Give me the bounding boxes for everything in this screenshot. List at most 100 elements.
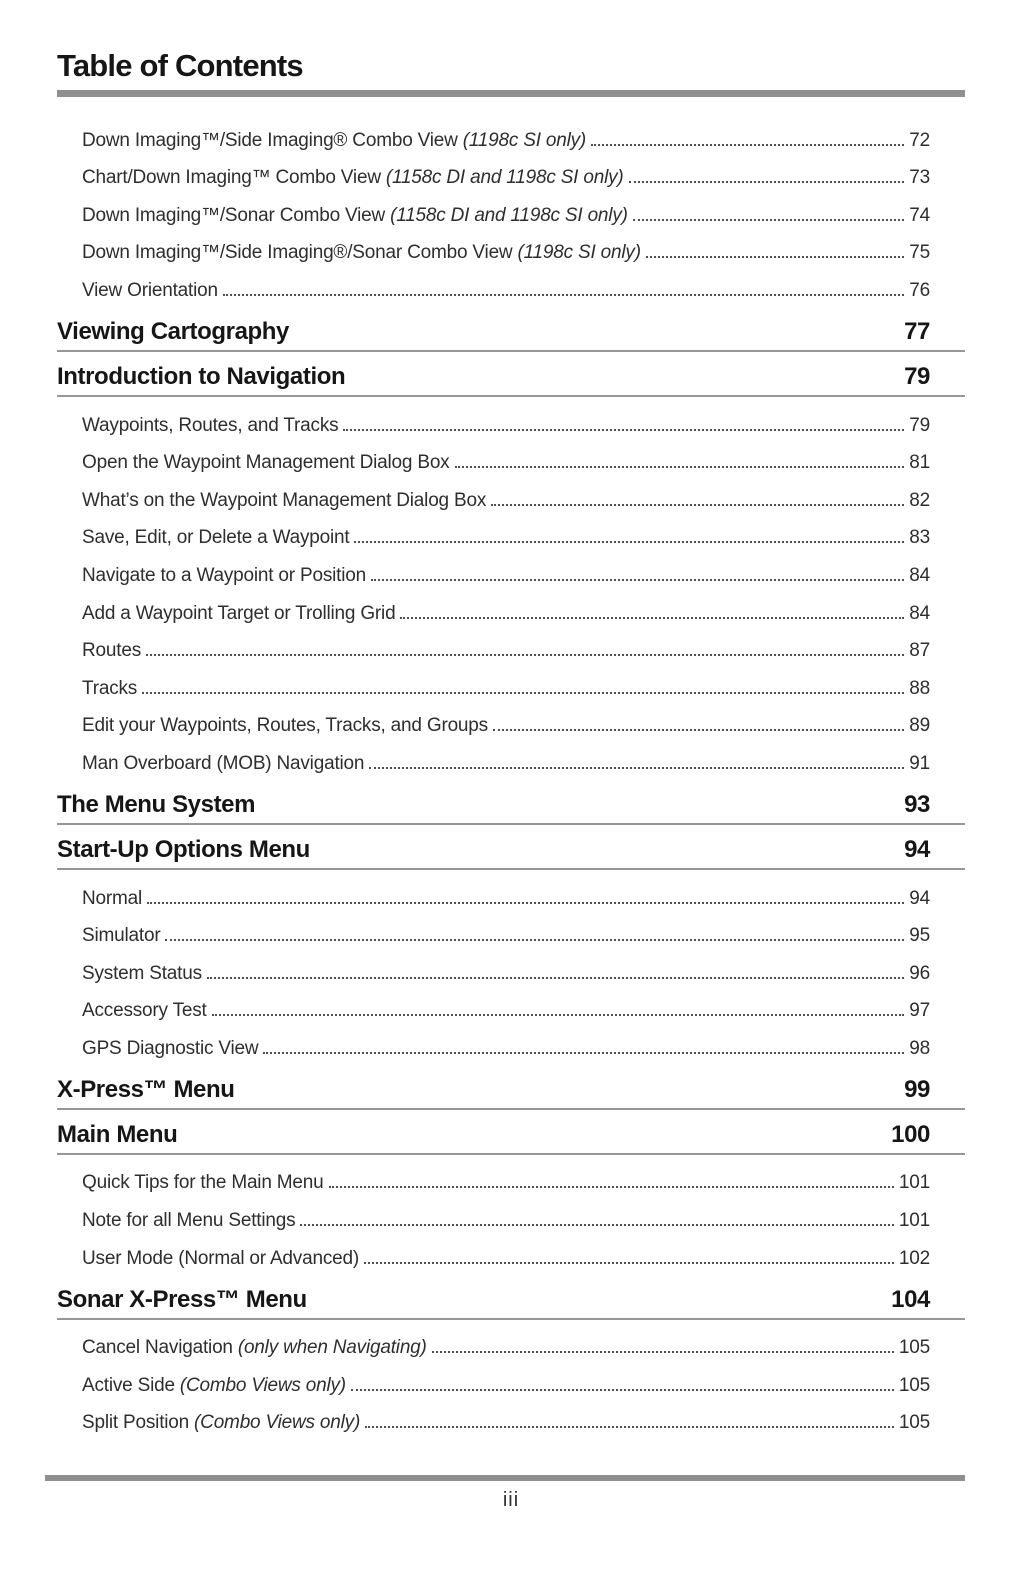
entry-page-number: 96 (909, 962, 930, 984)
toc-section-heading: Viewing Cartography 77 (57, 317, 965, 352)
entry-label: Edit your Waypoints, Routes, Tracks, and… (82, 715, 488, 737)
section-page-number: 94 (904, 835, 930, 863)
section-page-number: 99 (904, 1075, 930, 1103)
dotted-leader (454, 466, 905, 469)
entry-page-number: 105 (898, 1337, 930, 1359)
dotted-leader (350, 1388, 894, 1391)
entry-label: Chart/Down Imaging™ Combo View (82, 167, 381, 189)
dotted-leader (343, 428, 905, 431)
toc-entry: Down Imaging™/Side Imaging® Combo View (1… (57, 119, 930, 157)
entry-page-number: 98 (909, 1037, 930, 1059)
entry-page-number: 79 (909, 414, 930, 436)
dotted-leader (146, 654, 905, 657)
entry-page-number: 88 (909, 677, 930, 699)
toc-entry: Man Overboard (MOB) Navigation 91 (57, 742, 930, 780)
entry-label: What’s on the Waypoint Management Dialog… (82, 489, 487, 511)
entry-page-number: 95 (909, 925, 930, 947)
entry-page-number: 84 (909, 602, 930, 624)
toc-entry: Down Imaging™/Side Imaging®/Sonar Combo … (57, 232, 930, 270)
section-title: Introduction to Navigation (57, 362, 346, 390)
footer-rule (45, 1475, 965, 1482)
toc-page: Table of Contents Down Imaging™/Side Ima… (45, 0, 965, 1512)
dotted-leader (142, 691, 905, 694)
dotted-leader (211, 1014, 905, 1017)
entry-page-number: 73 (909, 167, 930, 189)
toc-entry: View Orientation 76 (57, 269, 930, 307)
entry-page-number: 94 (909, 887, 930, 909)
entry-page-number: 75 (909, 242, 930, 264)
entry-page-number: 87 (909, 640, 930, 662)
dotted-leader (632, 218, 905, 221)
entry-note: (1198c SI only) (462, 129, 587, 151)
entry-page-number: 76 (909, 279, 930, 301)
section-page-number: 79 (904, 362, 930, 390)
dotted-leader (431, 1351, 894, 1354)
dotted-leader (645, 256, 905, 259)
entry-page-number: 91 (909, 752, 930, 774)
entry-page-number: 102 (898, 1247, 930, 1269)
entry-note: (1198c SI only) (517, 242, 641, 264)
toc-entry: Open the Waypoint Management Dialog Box … (57, 442, 930, 480)
entry-label: System Status (82, 962, 202, 984)
section-title: The Menu System (57, 790, 256, 818)
entry-note: (Combo Views only) (194, 1412, 361, 1434)
dotted-leader (147, 901, 905, 904)
entry-label: Normal (82, 887, 143, 909)
entry-label: Man Overboard (MOB) Navigation (82, 752, 365, 774)
entry-page-number: 89 (909, 715, 930, 737)
entry-label: Tracks (82, 677, 138, 699)
entry-label: Cancel Navigation (82, 1337, 233, 1359)
toc: Down Imaging™/Side Imaging® Combo View (1… (57, 119, 965, 1439)
toc-entry: Split Position (Combo Views only) 105 (57, 1402, 930, 1440)
dotted-leader (492, 729, 905, 732)
entry-label: Open the Waypoint Management Dialog Box (82, 452, 450, 474)
entry-note: (only when Navigating) (237, 1337, 427, 1359)
toc-section-heading: Introduction to Navigation 79 (57, 362, 965, 397)
entry-page-number: 84 (909, 564, 930, 586)
section-page-number: 100 (891, 1120, 930, 1148)
entry-page-number: 101 (898, 1172, 930, 1194)
entry-page-number: 105 (898, 1412, 930, 1434)
toc-entry: Normal 94 (57, 877, 930, 915)
toc-entry: Edit your Waypoints, Routes, Tracks, and… (57, 705, 930, 743)
toc-entry: Save, Edit, or Delete a Waypoint 83 (57, 517, 930, 555)
toc-section-heading: The Menu System 93 (57, 790, 965, 825)
entry-label: Routes (82, 640, 142, 662)
entry-label: Waypoints, Routes, and Tracks (82, 414, 339, 436)
dotted-leader (364, 1261, 894, 1264)
toc-entry: Navigate to a Waypoint or Position 84 (57, 554, 930, 592)
footer-page-number: iii (502, 1489, 520, 1512)
toc-entry: Active Side (Combo Views only) 105 (57, 1364, 930, 1402)
dotted-leader (628, 181, 905, 184)
section-title: Sonar X-Press™ Menu (57, 1285, 307, 1313)
entry-label: Note for all Menu Settings (82, 1210, 296, 1232)
toc-entry: Accessory Test 97 (57, 990, 930, 1028)
entry-label: Down Imaging™/Side Imaging® Combo View (82, 129, 458, 151)
entry-note: (1158c DI and 1198c SI only) (385, 167, 624, 189)
title-rule (57, 90, 965, 97)
entry-label: GPS Diagnostic View (82, 1037, 259, 1059)
toc-entry: GPS Diagnostic View 98 (57, 1027, 930, 1065)
entry-page-number: 105 (898, 1374, 930, 1396)
toc-section-heading: Start-Up Options Menu 94 (57, 835, 965, 870)
toc-entry: Quick Tips for the Main Menu 101 (57, 1162, 930, 1200)
toc-entry: Note for all Menu Settings 101 (57, 1199, 930, 1237)
entry-page-number: 72 (909, 129, 930, 151)
dotted-leader (165, 939, 905, 942)
entry-label: Save, Edit, or Delete a Waypoint (82, 527, 350, 549)
toc-entry: User Mode (Normal or Advanced) 102 (57, 1237, 930, 1275)
toc-entry: Cancel Navigation (only when Navigating) … (57, 1327, 930, 1365)
dotted-leader (369, 766, 905, 769)
dotted-leader (491, 503, 905, 506)
entry-label: Split Position (82, 1412, 190, 1434)
toc-entry: Down Imaging™/Sonar Combo View (1158c DI … (57, 194, 930, 232)
dotted-leader (370, 578, 905, 581)
toc-entry: System Status 96 (57, 952, 930, 990)
section-page-number: 77 (904, 317, 930, 345)
toc-section-heading: X-Press™ Menu 99 (57, 1075, 965, 1110)
section-title: X-Press™ Menu (57, 1075, 235, 1103)
page-title: Table of Contents (57, 48, 304, 83)
toc-entry: Routes 87 (57, 630, 930, 668)
entry-label: Active Side (82, 1374, 175, 1396)
entry-note: (Combo Views only) (179, 1374, 346, 1396)
